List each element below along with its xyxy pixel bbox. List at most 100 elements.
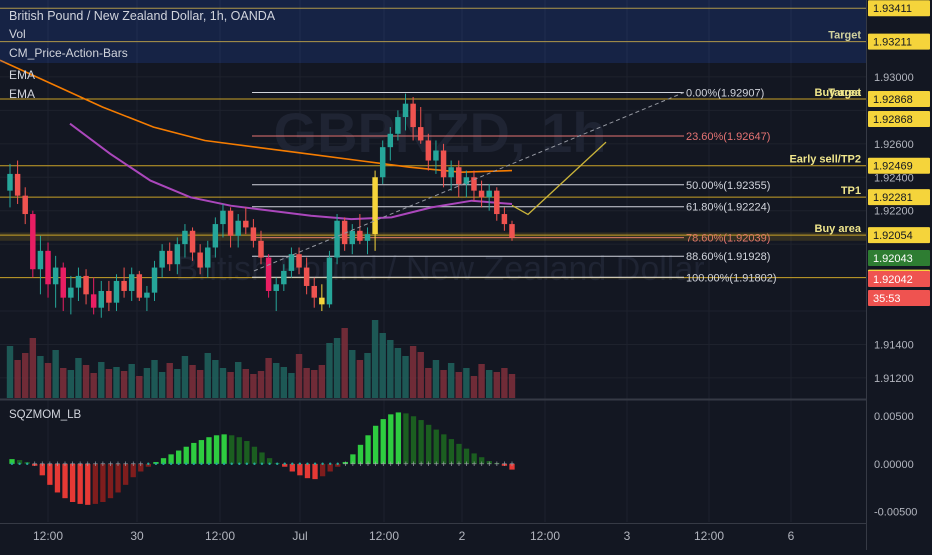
time-axis[interactable]: 12:00 30 12:00 Jul 12:00 2 12:00 3 12:00 6 — [33, 529, 795, 543]
candle-body — [7, 173, 13, 191]
candle-body — [273, 284, 279, 291]
volume-bar — [128, 364, 135, 398]
volume-bar — [356, 360, 364, 398]
squeeze-dot: • — [215, 459, 218, 469]
buy-area-band — [0, 232, 866, 241]
momentum-bar — [282, 463, 288, 467]
squeeze-dot: • — [329, 459, 332, 469]
momentum-bar — [100, 463, 106, 502]
volume-bars — [6, 320, 516, 398]
candle — [30, 210, 36, 278]
volume-bar — [508, 374, 516, 398]
candle-body — [486, 190, 492, 198]
volume-bar — [470, 376, 478, 398]
candle-body — [197, 252, 203, 268]
candle — [372, 170, 378, 251]
fib-retracement[interactable]: 0.00%(1.92907) 23.60%(1.92647) 50.00%(1.92… — [0, 87, 866, 284]
level-price-tag-text: 1.93211 — [873, 37, 912, 49]
squeeze-dot: • — [162, 459, 165, 469]
squeeze-dot: • — [321, 459, 324, 469]
volume-bar — [425, 368, 432, 398]
candle-body — [235, 220, 241, 236]
momentum-bar — [456, 443, 462, 464]
level-price-tag-text: 1.92054 — [873, 230, 913, 242]
indicator-ema-1[interactable]: EMA — [9, 68, 36, 82]
candle — [440, 143, 447, 188]
candle-body — [144, 292, 150, 298]
candle — [395, 110, 401, 141]
candle-body — [509, 224, 515, 238]
indicator-ema-2[interactable]: EMA — [9, 87, 36, 101]
level-price-tag-overlap-text: 1.92868 — [873, 114, 913, 126]
candle-body — [189, 230, 196, 253]
candle-body — [456, 167, 462, 184]
time-tick: 6 — [788, 529, 795, 543]
drawings[interactable] — [253, 92, 685, 272]
candle-body — [128, 274, 135, 291]
candle-body — [60, 267, 66, 298]
momentum-bar — [176, 450, 182, 464]
squeeze-dot: • — [18, 459, 21, 469]
symbol-title[interactable]: British Pound / New Zealand Dollar, 1h, … — [9, 9, 276, 23]
candle-body — [296, 254, 302, 268]
candle — [159, 244, 165, 278]
candle-body — [227, 210, 234, 236]
squeeze-dot: + — [456, 459, 461, 469]
candle — [402, 93, 409, 131]
candle — [364, 227, 371, 255]
squeeze-dot: • — [200, 459, 203, 469]
squeeze-dot: + — [70, 459, 75, 469]
candle — [220, 204, 226, 238]
price-tick: 1.92600 — [874, 139, 914, 151]
candle — [501, 207, 508, 231]
candle — [463, 170, 470, 198]
volume-bar — [75, 358, 82, 398]
price-tick: 1.91400 — [874, 339, 914, 351]
secondary-price-tag-text: 1.92043 — [873, 253, 913, 265]
candle-body — [106, 290, 112, 303]
level-price-tag: 1.92868 — [868, 90, 930, 107]
momentum-bar — [403, 413, 409, 464]
level-price-tag-text: 1.92868 — [873, 94, 913, 106]
price-tick: 1.91200 — [874, 373, 914, 385]
candle — [357, 214, 363, 245]
volume-bar — [485, 370, 493, 398]
dashed-trendline — [253, 92, 685, 272]
candle — [379, 140, 386, 184]
price-axis[interactable]: 1.93000 1.92600 1.92400 1.92200 1.91400 1.912… — [867, 0, 932, 550]
squeeze-dot: + — [78, 459, 83, 469]
volume-bar — [311, 370, 318, 398]
oscillator-title[interactable]: SQZMOM_LB — [9, 409, 82, 421]
indicator-vol[interactable]: Vol — [9, 27, 26, 41]
momentum-bar — [206, 437, 212, 464]
squeeze-dot: • — [260, 459, 263, 469]
volume-bar — [90, 373, 97, 398]
momentum-bar — [54, 463, 61, 493]
momentum-bar — [213, 435, 220, 464]
volume-bar — [440, 370, 447, 398]
volume-bar — [22, 353, 29, 398]
ema-slow-line — [0, 59, 513, 174]
momentum-bar — [335, 463, 341, 467]
fib-label: 100.00%(1.91802) — [686, 272, 777, 284]
candle-body — [494, 190, 500, 215]
volume-bar — [288, 373, 295, 398]
candle — [288, 247, 295, 278]
squeeze-dot: • — [306, 459, 309, 469]
momentum-bar — [160, 458, 167, 464]
momentum-bar — [304, 463, 311, 479]
candle — [319, 284, 325, 312]
candle — [212, 217, 219, 258]
candle-body — [303, 267, 310, 286]
candle-body — [174, 244, 181, 265]
volume-bar — [250, 374, 257, 398]
volume-bar — [151, 360, 158, 398]
candle — [22, 187, 28, 225]
volume-bar — [387, 340, 394, 398]
candle — [349, 224, 356, 255]
indicator-cm-price-action-bars[interactable]: CM_Price-Action-Bars — [9, 46, 128, 60]
candle-body — [265, 257, 272, 291]
fib-label: 50.00%(1.92355) — [686, 180, 770, 192]
